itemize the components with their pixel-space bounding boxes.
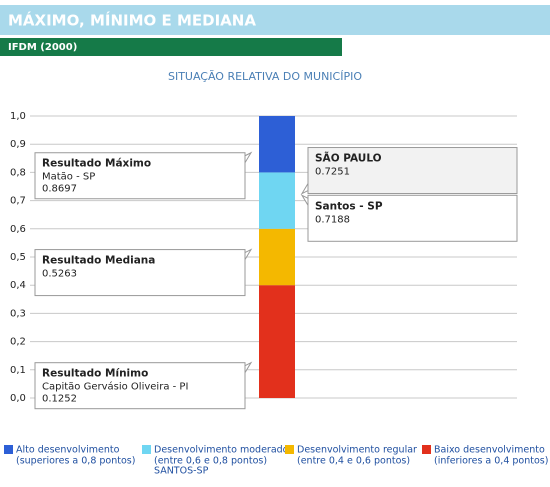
- y-tick-label: 0,3: [10, 308, 26, 319]
- y-tick-label: 0,0: [10, 393, 26, 404]
- callout-subtitle: Matão - SP: [42, 172, 95, 183]
- callout-box: [307, 194, 518, 242]
- legend-note: SANTOS-SP: [154, 466, 209, 477]
- y-tick-label: 0,9: [10, 139, 26, 150]
- legend-name: Baixo desenvolvimento: [434, 445, 545, 456]
- subheader-bar: [0, 38, 342, 56]
- header-bar: [0, 5, 550, 35]
- legend-swatch: [4, 445, 13, 454]
- bar-segment: [259, 116, 295, 173]
- y-tick-label: 0,4: [10, 280, 26, 291]
- callout-pointer: [244, 151, 253, 165]
- callout-title: Santos - SP: [315, 200, 383, 212]
- legend-description: (superiores a 0,8 pontos): [16, 456, 135, 467]
- callout-box: [34, 249, 246, 297]
- legend-description: (entre 0,6 e 0,8 pontos): [154, 456, 267, 467]
- callout-box: [34, 362, 246, 410]
- callout-value: 0.7188: [315, 214, 350, 225]
- legend-description: (entre 0,4 e 0,6 pontos): [297, 456, 410, 467]
- legend-name: Desenvolvimento moderado: [154, 445, 289, 456]
- callout-subtitle: Capitão Gervásio Oliveira - PI: [42, 381, 188, 393]
- y-tick-label: 0,2: [10, 337, 26, 348]
- y-tick-label: 0,1: [10, 365, 26, 376]
- header-title: MÁXIMO, MÍNIMO E MEDIANA: [8, 11, 256, 30]
- callout-value: 0.7251: [315, 167, 350, 178]
- bar-segment: [259, 172, 295, 229]
- legend-swatch: [422, 445, 431, 454]
- callout-pointer: [300, 194, 309, 208]
- subheader-title: IFDM (2000): [8, 42, 77, 53]
- callout-pointer: [300, 181, 309, 195]
- legend-swatch: [142, 445, 151, 454]
- chart-title: SITUAÇÃO RELATIVA DO MUNICÍPIO: [168, 70, 362, 83]
- callout-title: Resultado Mínimo: [42, 368, 148, 380]
- legend-name: Alto desenvolvimento: [16, 445, 120, 456]
- callout-value: 0.5263: [42, 269, 77, 280]
- callout-title: Resultado Máximo: [42, 158, 151, 170]
- callout-value: 0.8697: [42, 184, 77, 195]
- y-tick-label: 1,0: [10, 111, 26, 122]
- y-tick-label: 0,7: [10, 196, 26, 207]
- legend-swatch: [285, 445, 294, 454]
- callout-box: [307, 147, 518, 195]
- y-tick-label: 0,5: [10, 252, 26, 263]
- y-tick-label: 0,6: [10, 224, 26, 235]
- callout-value: 0.1252: [42, 394, 77, 405]
- callout-pointer: [244, 248, 253, 262]
- legend-name: Desenvolvimento regular: [297, 445, 417, 456]
- callout-title: SÃO PAULO: [315, 152, 382, 165]
- callout-title: Resultado Mediana: [42, 255, 155, 267]
- legend-description: (inferiores a 0,4 pontos): [434, 456, 548, 467]
- callout-box: [34, 152, 246, 200]
- bar-segment: [259, 285, 295, 398]
- callout-pointer: [244, 361, 253, 375]
- bar-segment: [259, 228, 295, 286]
- y-tick-label: 0,8: [10, 167, 26, 178]
